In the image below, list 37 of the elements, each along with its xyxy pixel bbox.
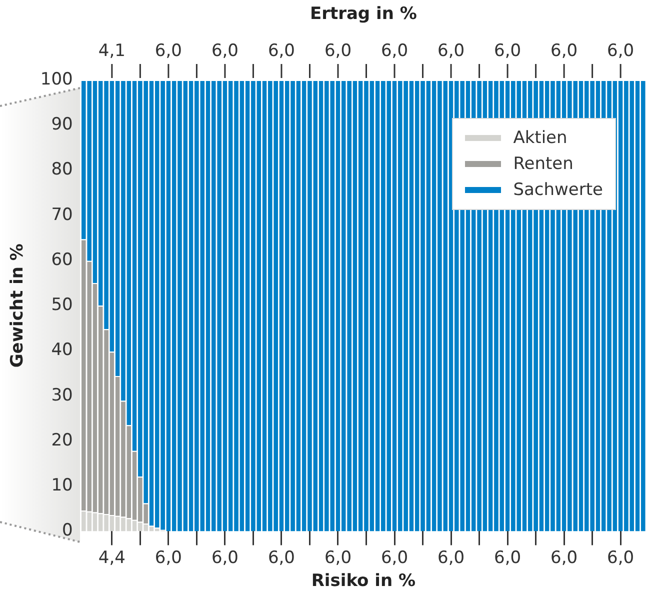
x-tick-label: 6,0: [268, 548, 295, 568]
text: 6,0: [324, 40, 352, 61]
y-tick-label: 0: [62, 520, 73, 541]
y-tick-label: 50: [51, 295, 73, 316]
y-tick-label: 70: [51, 204, 73, 225]
text: 6,0: [268, 40, 295, 61]
x-tick-label: 6,0: [154, 548, 182, 568]
y-axis-title: Gewicht in %: [8, 244, 28, 368]
text: 6,0: [438, 40, 465, 61]
x-tick-label: 6,0: [494, 548, 522, 568]
y-tick-label: 90: [51, 114, 73, 135]
y-tick-label: 80: [51, 160, 73, 180]
text: 6,0: [380, 40, 408, 61]
x2-axis-title: Ertrag in %: [310, 4, 417, 24]
y-tick-label: 20: [51, 430, 73, 450]
legend-label: Renten: [513, 153, 574, 176]
text: 6,0: [550, 40, 578, 61]
text: 4,1: [98, 40, 126, 61]
x-tick-label: 6,0: [380, 548, 408, 568]
legend-label: Aktien: [513, 127, 568, 150]
y-tick-label: 60: [51, 250, 73, 270]
y-tick-label: 40: [51, 340, 73, 360]
text: 6,0: [154, 40, 182, 61]
x-axis-title: Risiko in %: [311, 571, 416, 592]
x-tick-label: 6,0: [550, 548, 578, 568]
legend-label: Sachwerte: [513, 179, 603, 202]
y-tick-label: 10: [51, 476, 73, 496]
text: 6,0: [494, 40, 522, 61]
text: 6,0: [607, 40, 634, 61]
text: 6,0: [211, 40, 238, 61]
x-tick-label: 6,0: [607, 548, 634, 568]
x-tick-label: 6,0: [324, 548, 352, 568]
y-tick-label: 30: [51, 385, 73, 406]
x-tick-label: 4,4: [98, 548, 126, 568]
x-tick-label: 6,0: [438, 548, 465, 568]
x-tick-label: 6,0: [211, 548, 238, 568]
y-tick-label: 100: [40, 69, 73, 90]
